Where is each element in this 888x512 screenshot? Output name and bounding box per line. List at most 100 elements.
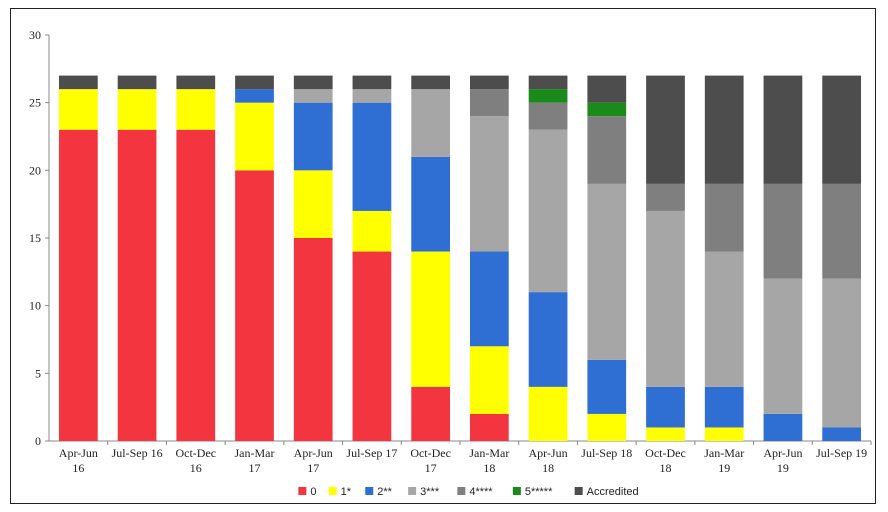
- bar-segment: [587, 413, 627, 441]
- legend-label: 1*: [341, 486, 352, 498]
- bar-segment: [293, 238, 333, 441]
- y-tick-label: 0: [35, 434, 41, 448]
- x-tick-label: 17: [249, 461, 261, 475]
- legend-swatch: [365, 487, 374, 495]
- bar-segment: [528, 75, 568, 90]
- bar-segment: [469, 89, 509, 117]
- bar-segment: [587, 116, 627, 184]
- bar-segment: [117, 75, 157, 90]
- bar-segment: [763, 75, 803, 184]
- legend-swatch: [457, 487, 466, 495]
- bar-segment: [176, 89, 216, 130]
- legend-label: 2**: [377, 486, 392, 498]
- legend-swatch: [512, 487, 521, 495]
- legend-swatch: [408, 487, 417, 495]
- bar-segment: [469, 346, 509, 414]
- bar-segment: [58, 75, 98, 90]
- y-tick-label: 20: [29, 163, 41, 177]
- bar-segment: [352, 210, 392, 252]
- bar-segment: [646, 427, 685, 441]
- bar-segment: [704, 251, 744, 387]
- bar-segment: [293, 75, 333, 90]
- x-tick-label: Apr-Jun: [294, 446, 333, 460]
- bar-segment: [469, 116, 509, 252]
- y-tick-label: 10: [29, 299, 41, 313]
- legend-swatch: [298, 487, 307, 495]
- x-tick-label: Apr-Jun: [529, 446, 568, 460]
- bar-segment: [176, 129, 216, 441]
- bar-segment: [411, 386, 451, 441]
- x-tick-label: 16: [72, 461, 84, 475]
- bar-segment: [469, 251, 509, 347]
- bar-segment: [646, 386, 685, 428]
- bar-segment: [646, 75, 685, 184]
- bar-segment: [117, 129, 157, 441]
- x-tick-label: Oct-Dec: [410, 446, 451, 460]
- bar-segment: [528, 129, 568, 293]
- bar-segment: [352, 102, 392, 211]
- bar-segment: [704, 183, 744, 252]
- legend-swatch: [574, 487, 583, 495]
- bar-segment: [587, 183, 627, 360]
- x-tick-label: Oct-Dec: [645, 446, 686, 460]
- bar-segment: [352, 89, 392, 103]
- x-tick-label: 18: [483, 461, 495, 475]
- bar-segment: [528, 89, 568, 103]
- bar-segment: [763, 183, 803, 279]
- bar-segment: [235, 102, 274, 171]
- bar-segment: [411, 251, 451, 387]
- legend-label: 0: [310, 486, 316, 498]
- x-tick-label: Jan-Mar: [704, 446, 744, 460]
- bar-segment: [293, 89, 333, 103]
- x-tick-label: 19: [777, 461, 789, 475]
- legend-swatch: [328, 487, 337, 495]
- bar-segment: [822, 427, 862, 441]
- x-tick-label: Apr-Jun: [763, 446, 802, 460]
- bar-segment: [58, 129, 98, 441]
- x-tick-label: 18: [660, 461, 672, 475]
- x-tick-label: 18: [542, 461, 554, 475]
- y-tick-label: 15: [29, 231, 41, 245]
- bar-segment: [528, 292, 568, 387]
- bar-segment: [587, 359, 627, 414]
- x-tick-label: Jan-Mar: [235, 446, 275, 460]
- x-tick-label: 17: [307, 461, 319, 475]
- bar-segment: [763, 413, 803, 441]
- bar-segment: [704, 386, 744, 428]
- legend-label: Accredited: [587, 486, 639, 498]
- x-tick-label: 19: [718, 461, 730, 475]
- bar-segment: [235, 89, 274, 103]
- bar-segment: [469, 75, 509, 90]
- bar-segment: [235, 75, 274, 90]
- x-tick-label: Jan-Mar: [469, 446, 509, 460]
- legend-label: 4****: [469, 486, 493, 498]
- legend-label: 3***: [420, 486, 440, 498]
- chart-frame: 0 5 10 15 20 25 30 Apr-Jun 16 Jul-Sep 16 Oct-Dec 16…: [10, 8, 876, 504]
- bar-segment: [411, 156, 451, 252]
- bar-segment: [528, 102, 568, 130]
- x-tick-label: Jul-Sep 17: [346, 446, 397, 460]
- y-tick-label: 25: [29, 96, 41, 110]
- bar-segment: [587, 75, 627, 103]
- bar-segment: [704, 75, 744, 184]
- bar-segment: [528, 386, 568, 441]
- bar-segment: [352, 251, 392, 441]
- y-tick-label: 30: [29, 28, 41, 42]
- bar-segment: [235, 170, 274, 442]
- legend-label: 5*****: [525, 486, 553, 498]
- bar-segment: [646, 210, 685, 387]
- x-tick-label: Oct-Dec: [175, 446, 216, 460]
- bar-segment: [352, 75, 392, 90]
- bar-segment: [646, 183, 685, 211]
- bar-segment: [293, 170, 333, 238]
- y-tick-label: 5: [35, 366, 41, 380]
- bar-segment: [822, 278, 862, 428]
- x-tick-label: Jul-Sep 16: [112, 446, 163, 460]
- bar-segment: [587, 102, 627, 117]
- bar-segment: [763, 278, 803, 414]
- x-tick-label: 16: [190, 461, 202, 475]
- bar-segment: [469, 413, 509, 441]
- bar-segment: [704, 427, 744, 441]
- bar-segment: [176, 75, 216, 90]
